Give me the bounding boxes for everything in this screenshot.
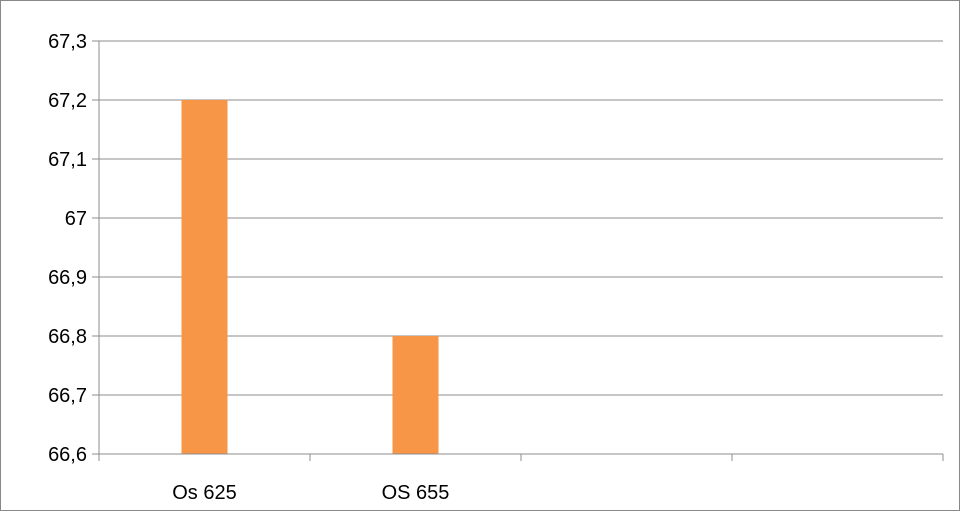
x-tick-labels: Os 625 OS 655 (172, 482, 449, 504)
bar (392, 336, 439, 454)
y-tick-label: 67,1 (48, 149, 87, 171)
x-tick-label: OS 655 (382, 482, 450, 504)
y-tick-labels: 66,6 66,7 66,8 66,9 67 67,1 67,2 67,3 (48, 31, 87, 466)
axes (92, 40, 944, 461)
y-tick-label: 67,3 (48, 31, 87, 53)
y-tick-label: 66,9 (48, 267, 87, 289)
y-tick-label: 66,8 (48, 326, 87, 348)
gridlines (99, 40, 943, 396)
y-tick-label: 67 (65, 208, 87, 230)
y-tick-label: 66,6 (48, 444, 87, 466)
y-tick-label: 66,7 (48, 385, 87, 407)
y-tick-label: 67,2 (48, 90, 87, 112)
bars (181, 100, 439, 454)
bar (181, 100, 228, 454)
x-tick-label: Os 625 (172, 482, 236, 504)
